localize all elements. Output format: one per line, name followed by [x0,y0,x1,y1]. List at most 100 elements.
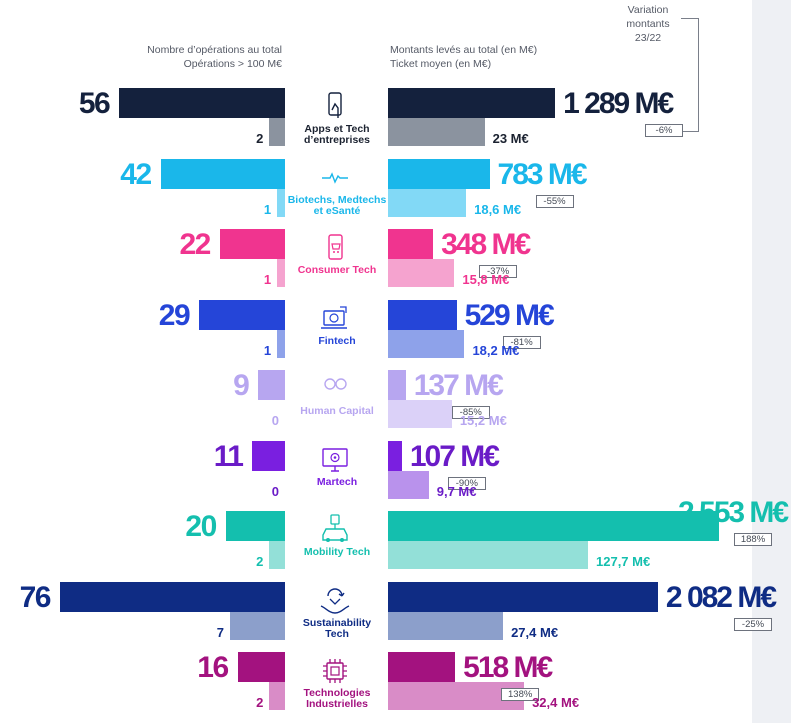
large-operations-value: 1 [263,342,272,358]
operations-bar [252,440,285,471]
ticket-bar [388,188,467,217]
variation-badge: -85% [451,406,490,419]
ticket-value: 18,2 M€ [472,342,520,358]
operations-value: 9 [233,369,250,402]
category-label: Consumer Tech [287,265,387,276]
amount-bar [388,88,556,118]
amount-bar [388,511,719,541]
category-label: Technologies Industrielles [287,688,387,710]
amount-bar [388,229,434,259]
variation-header-line2: montants [626,18,670,30]
category-label-line: d’entreprises [304,134,370,146]
category-label-line: Tech [325,627,349,640]
variation-badge: -90% [447,476,486,490]
amount-value: 348 M€ [441,228,531,261]
amount-value: 1 289 M€ [563,87,674,120]
category-label: Martech [287,475,387,488]
ticket-value: 23 M€ [492,131,529,146]
right-header: Montants levés au total (en M€) Ticket m… [390,43,610,71]
ticket-value: 9,7 M€ [436,483,477,499]
variation-badge: -6% [645,124,683,137]
recycle-hands-icon [318,584,352,618]
amount-value: 137 M€ [413,369,504,402]
category-label-line: Biotechs, Medtechs [287,193,387,206]
operations-bar [225,511,285,541]
large-operations-value: 7 [216,624,224,640]
variation-badge: -55% [535,194,574,208]
operations-bar [219,229,285,259]
car-charging-icon [318,513,352,547]
operations-value: 20 [185,510,217,543]
ticket-value: 127,7 M€ [596,554,651,569]
right-side-panel [752,0,791,723]
amount-bar [388,440,402,471]
operations-bar [119,88,285,118]
category-label: Human Capital [287,406,387,417]
ticket-bar [388,400,452,428]
right-header-line1: Montants levés au total (en M€) [390,44,538,56]
variation-header: Variation montants 23/22 [598,3,698,45]
large-operations-bar [277,259,285,287]
category-label-line: Mobility Tech [303,546,371,558]
large-operations-value: 1 [263,272,272,287]
fintech-laptop-icon [318,302,352,336]
large-operations-bar [269,682,285,710]
variation-badge: -25% [734,617,772,631]
ticket-value: 27,4 M€ [511,624,559,640]
operations-value: 16 [197,651,229,684]
variation-header-line1: Variation [627,4,669,16]
variation-bracket [681,18,699,132]
amount-value: 107 M€ [409,439,500,473]
category-label: Biotechs, Medtechs et eSanté [287,193,387,217]
shopping-phone-icon [318,231,352,265]
ticket-bar [388,611,504,640]
large-operations-bar [277,329,285,358]
category-label-line: Sustainability [302,616,372,629]
operations-bar [199,299,285,330]
category-label-line: Apps et Tech [304,123,370,135]
operations-value: 56 [78,87,111,120]
large-operations-bar [230,611,285,640]
amount-bar [388,581,658,612]
category-label: Apps et Tech d’entreprises [287,124,387,146]
smartphone-touch-icon [318,90,352,124]
category-label-line: Human Capital [300,405,374,417]
amount-bar [388,158,490,189]
operations-bar [160,158,285,189]
category-label-line: Industrielles [306,698,368,710]
ticket-value: 15,2 M€ [459,413,507,428]
amount-value: 2 082 M€ [665,580,777,614]
large-operations-value: 1 [263,201,272,217]
operations-value: 11 [213,439,244,473]
ticket-bar [388,541,588,569]
operations-bar [60,581,285,612]
variation-badge: -81% [502,335,541,349]
variation-header-line3: 23/22 [634,32,662,44]
people-icon [318,372,352,406]
amount-value: 518 M€ [463,651,553,684]
left-header: Nombre d’opérations au total Opérations … [62,43,282,71]
large-operations-bar [269,118,285,146]
right-header-line2: Ticket moyen (en M€) [390,58,492,70]
category-label: Fintech [287,335,387,347]
operations-value: 42 [120,157,152,191]
large-operations-value: 0 [271,483,279,499]
large-operations-bar [269,541,285,569]
left-header-line1: Nombre d’opérations au total [147,44,282,56]
ticket-bar [388,259,455,287]
amount-bar [388,299,457,330]
amount-value: 529 M€ [464,298,555,332]
variation-badge: 138% [501,688,540,701]
ticket-value: 32,4 M€ [532,695,580,710]
large-operations-value: 2 [256,131,264,146]
category-label-line: et eSanté [313,204,361,217]
ticket-bar [388,470,429,499]
large-operations-value: 2 [256,695,264,710]
ticket-value: 15,8 M€ [462,272,510,287]
monitor-target-icon [318,443,352,477]
operations-value: 29 [158,298,191,332]
operations-value: 22 [179,228,212,261]
category-label-line: Martech [316,475,358,488]
ticket-value: 18,6 M€ [474,201,522,217]
operations-bar [258,370,285,400]
